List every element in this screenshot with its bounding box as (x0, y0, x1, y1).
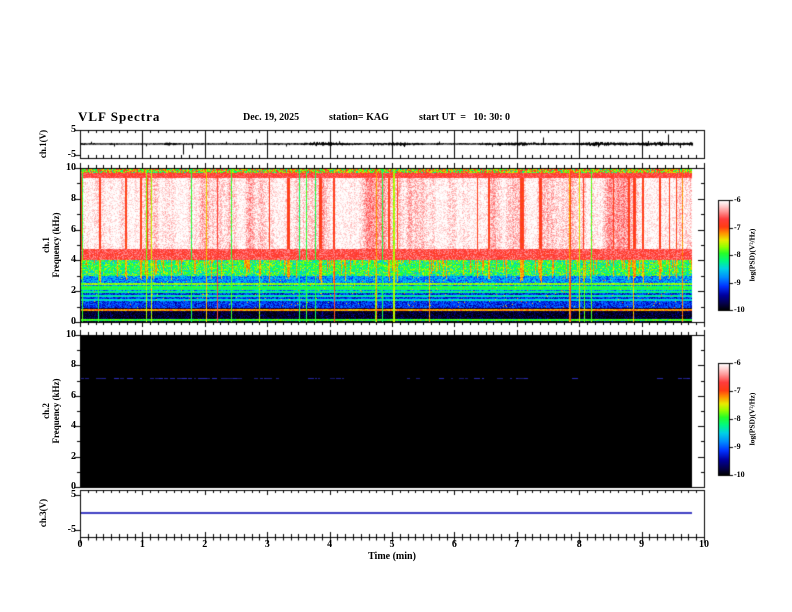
tick-label: -10 (734, 470, 745, 479)
tick-label: 4 (71, 420, 76, 432)
ch1-voltage-axis-label: ch.1(V) (38, 129, 48, 159)
tick-label: 6 (71, 389, 76, 401)
ch2-label-line: ch.2 (41, 403, 51, 419)
tick-label: 10 (699, 539, 709, 550)
tick-label: -9 (734, 277, 741, 287)
ch2-frequency-axis-label: ch.2 Frequency (kHz) (41, 378, 61, 443)
tick-label: -7 (734, 222, 741, 232)
tick-label: -6 (734, 358, 741, 367)
tick-label: 2 (71, 450, 76, 462)
tick-label: 8 (71, 192, 76, 204)
tick-label: 0 (71, 481, 76, 492)
tick-label: 2 (71, 285, 76, 297)
station-label: station= KAG (329, 112, 389, 123)
tick-label: 5 (71, 124, 76, 135)
ch1-frequency-axis-label: ch.1 Frequency (kHz) (41, 212, 61, 277)
tick-label: 6 (451, 539, 457, 550)
tick-label: -5 (67, 149, 76, 160)
tick-label: 8 (71, 359, 76, 371)
tick-label: 2 (202, 539, 208, 550)
tick-label: 8 (576, 539, 582, 550)
tick-label: 6 (71, 223, 76, 235)
tick-label: 0 (71, 316, 76, 327)
plot-date: Dec. 19, 2025 (243, 112, 300, 123)
tick-label: -8 (734, 250, 741, 259)
tick-label: 0 (77, 539, 83, 550)
tick-label: 9 (639, 539, 645, 550)
tick-label: -5 (67, 524, 76, 535)
tick-label: -9 (734, 442, 741, 451)
ch3-voltage-axis-label: ch.3(V) (38, 498, 48, 528)
frequency-unit-label: Frequency (kHz) (51, 378, 61, 444)
tick-label: -6 (734, 195, 741, 204)
tick-label: 5 (71, 489, 76, 500)
tick-label: 5 (389, 539, 395, 550)
plot-title: VLF Spectra (78, 109, 161, 124)
tick-label: 4 (71, 254, 76, 266)
tick-label: 3 (264, 539, 270, 550)
tick-label: 10 (66, 329, 76, 340)
tick-label: 7 (514, 539, 520, 550)
tick-label: 4 (327, 539, 333, 550)
tick-label: 1 (139, 539, 145, 550)
start-ut-label: start UT = 10: 30: 0 (419, 112, 511, 123)
tick-label: -7 (734, 386, 741, 395)
time-axis-title: Time (min) (368, 551, 416, 562)
tick-label: -8 (734, 414, 741, 423)
frequency-unit-label: Frequency (kHz) (51, 212, 61, 278)
tick-label: 10 (66, 162, 76, 173)
tick-label: -10 (734, 305, 745, 314)
ch1-label-line: ch.1 (41, 237, 51, 253)
